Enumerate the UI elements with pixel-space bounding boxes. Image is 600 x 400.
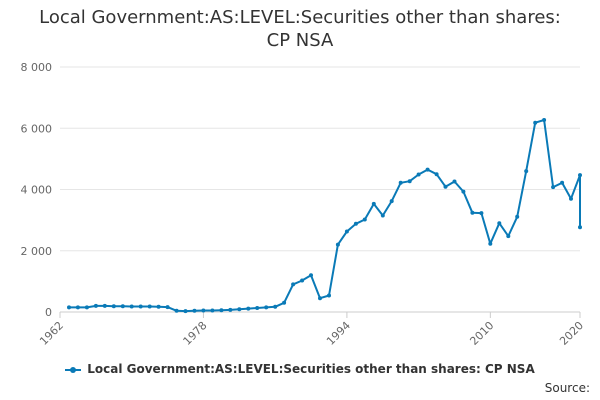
data-point	[147, 304, 152, 309]
data-point	[246, 306, 251, 311]
legend-label: Local Government:AS:LEVEL:Securities oth…	[87, 362, 535, 376]
y-tick-label: 4 000	[21, 184, 53, 197]
data-point	[353, 221, 358, 226]
data-point	[362, 217, 367, 222]
data-point	[425, 167, 430, 172]
data-point	[524, 169, 529, 174]
data-point	[291, 282, 296, 287]
y-tick-label: 8 000	[21, 61, 53, 74]
chart-title: Local Government:AS:LEVEL:Securities oth…	[0, 6, 600, 52]
data-point	[75, 305, 80, 310]
data-point	[515, 214, 520, 219]
data-point	[569, 196, 573, 201]
data-point	[578, 225, 582, 230]
data-point	[533, 120, 538, 125]
data-point	[497, 221, 502, 226]
data-point	[300, 278, 305, 283]
data-point	[138, 304, 143, 309]
x-tick-label: 1994	[324, 319, 353, 348]
data-point	[542, 118, 547, 122]
data-point	[111, 304, 116, 309]
data-point	[479, 211, 484, 216]
data-point	[506, 234, 511, 239]
data-point	[102, 303, 107, 308]
x-tick-label: 1962	[37, 319, 66, 348]
data-point	[264, 305, 269, 310]
data-point	[255, 306, 260, 310]
chart-title-line-2: CP NSA	[266, 30, 334, 51]
data-point	[335, 242, 340, 247]
y-tick-label: 0	[45, 306, 52, 319]
data-point	[434, 172, 439, 177]
data-point	[67, 305, 71, 310]
data-point	[309, 273, 313, 278]
data-point	[371, 201, 376, 206]
data-point	[273, 304, 278, 309]
x-tick-label: 1978	[181, 319, 210, 348]
data-point	[551, 185, 556, 190]
data-point	[318, 296, 322, 301]
data-point	[183, 309, 188, 314]
data-point	[461, 189, 466, 194]
legend-swatch-icon	[65, 365, 82, 375]
data-point	[407, 179, 412, 184]
data-point	[380, 213, 385, 218]
data-point	[237, 307, 242, 312]
x-tick-label: 2020	[557, 319, 586, 348]
data-point	[210, 308, 215, 313]
data-point	[327, 293, 331, 298]
series-line	[69, 119, 581, 313]
data-point	[416, 172, 421, 177]
y-tick-label: 2 000	[21, 245, 53, 258]
data-point	[129, 304, 134, 309]
data-point	[156, 304, 161, 309]
data-point	[578, 173, 582, 178]
source-label: Source:	[544, 381, 590, 395]
data-point	[93, 303, 98, 308]
data-point	[84, 305, 89, 310]
data-point	[344, 229, 349, 234]
data-point	[282, 300, 287, 305]
legend[interactable]: Local Government:AS:LEVEL:Securities oth…	[0, 362, 600, 376]
chart-title-line-1: Local Government:AS:LEVEL:Securities oth…	[39, 7, 561, 28]
data-point	[219, 308, 224, 313]
x-tick-label: 2010	[467, 319, 496, 348]
data-point	[389, 199, 394, 204]
data-point	[443, 184, 448, 189]
data-point	[560, 180, 565, 185]
data-point	[470, 210, 475, 215]
data-point	[201, 308, 206, 313]
data-point	[452, 179, 457, 184]
y-tick-label: 6 000	[21, 122, 53, 135]
data-point	[165, 305, 170, 310]
data-point	[488, 241, 493, 246]
data-point	[398, 180, 403, 185]
data-point	[120, 304, 125, 309]
data-point	[228, 307, 233, 312]
data-point	[174, 308, 179, 313]
data-point	[192, 308, 197, 313]
